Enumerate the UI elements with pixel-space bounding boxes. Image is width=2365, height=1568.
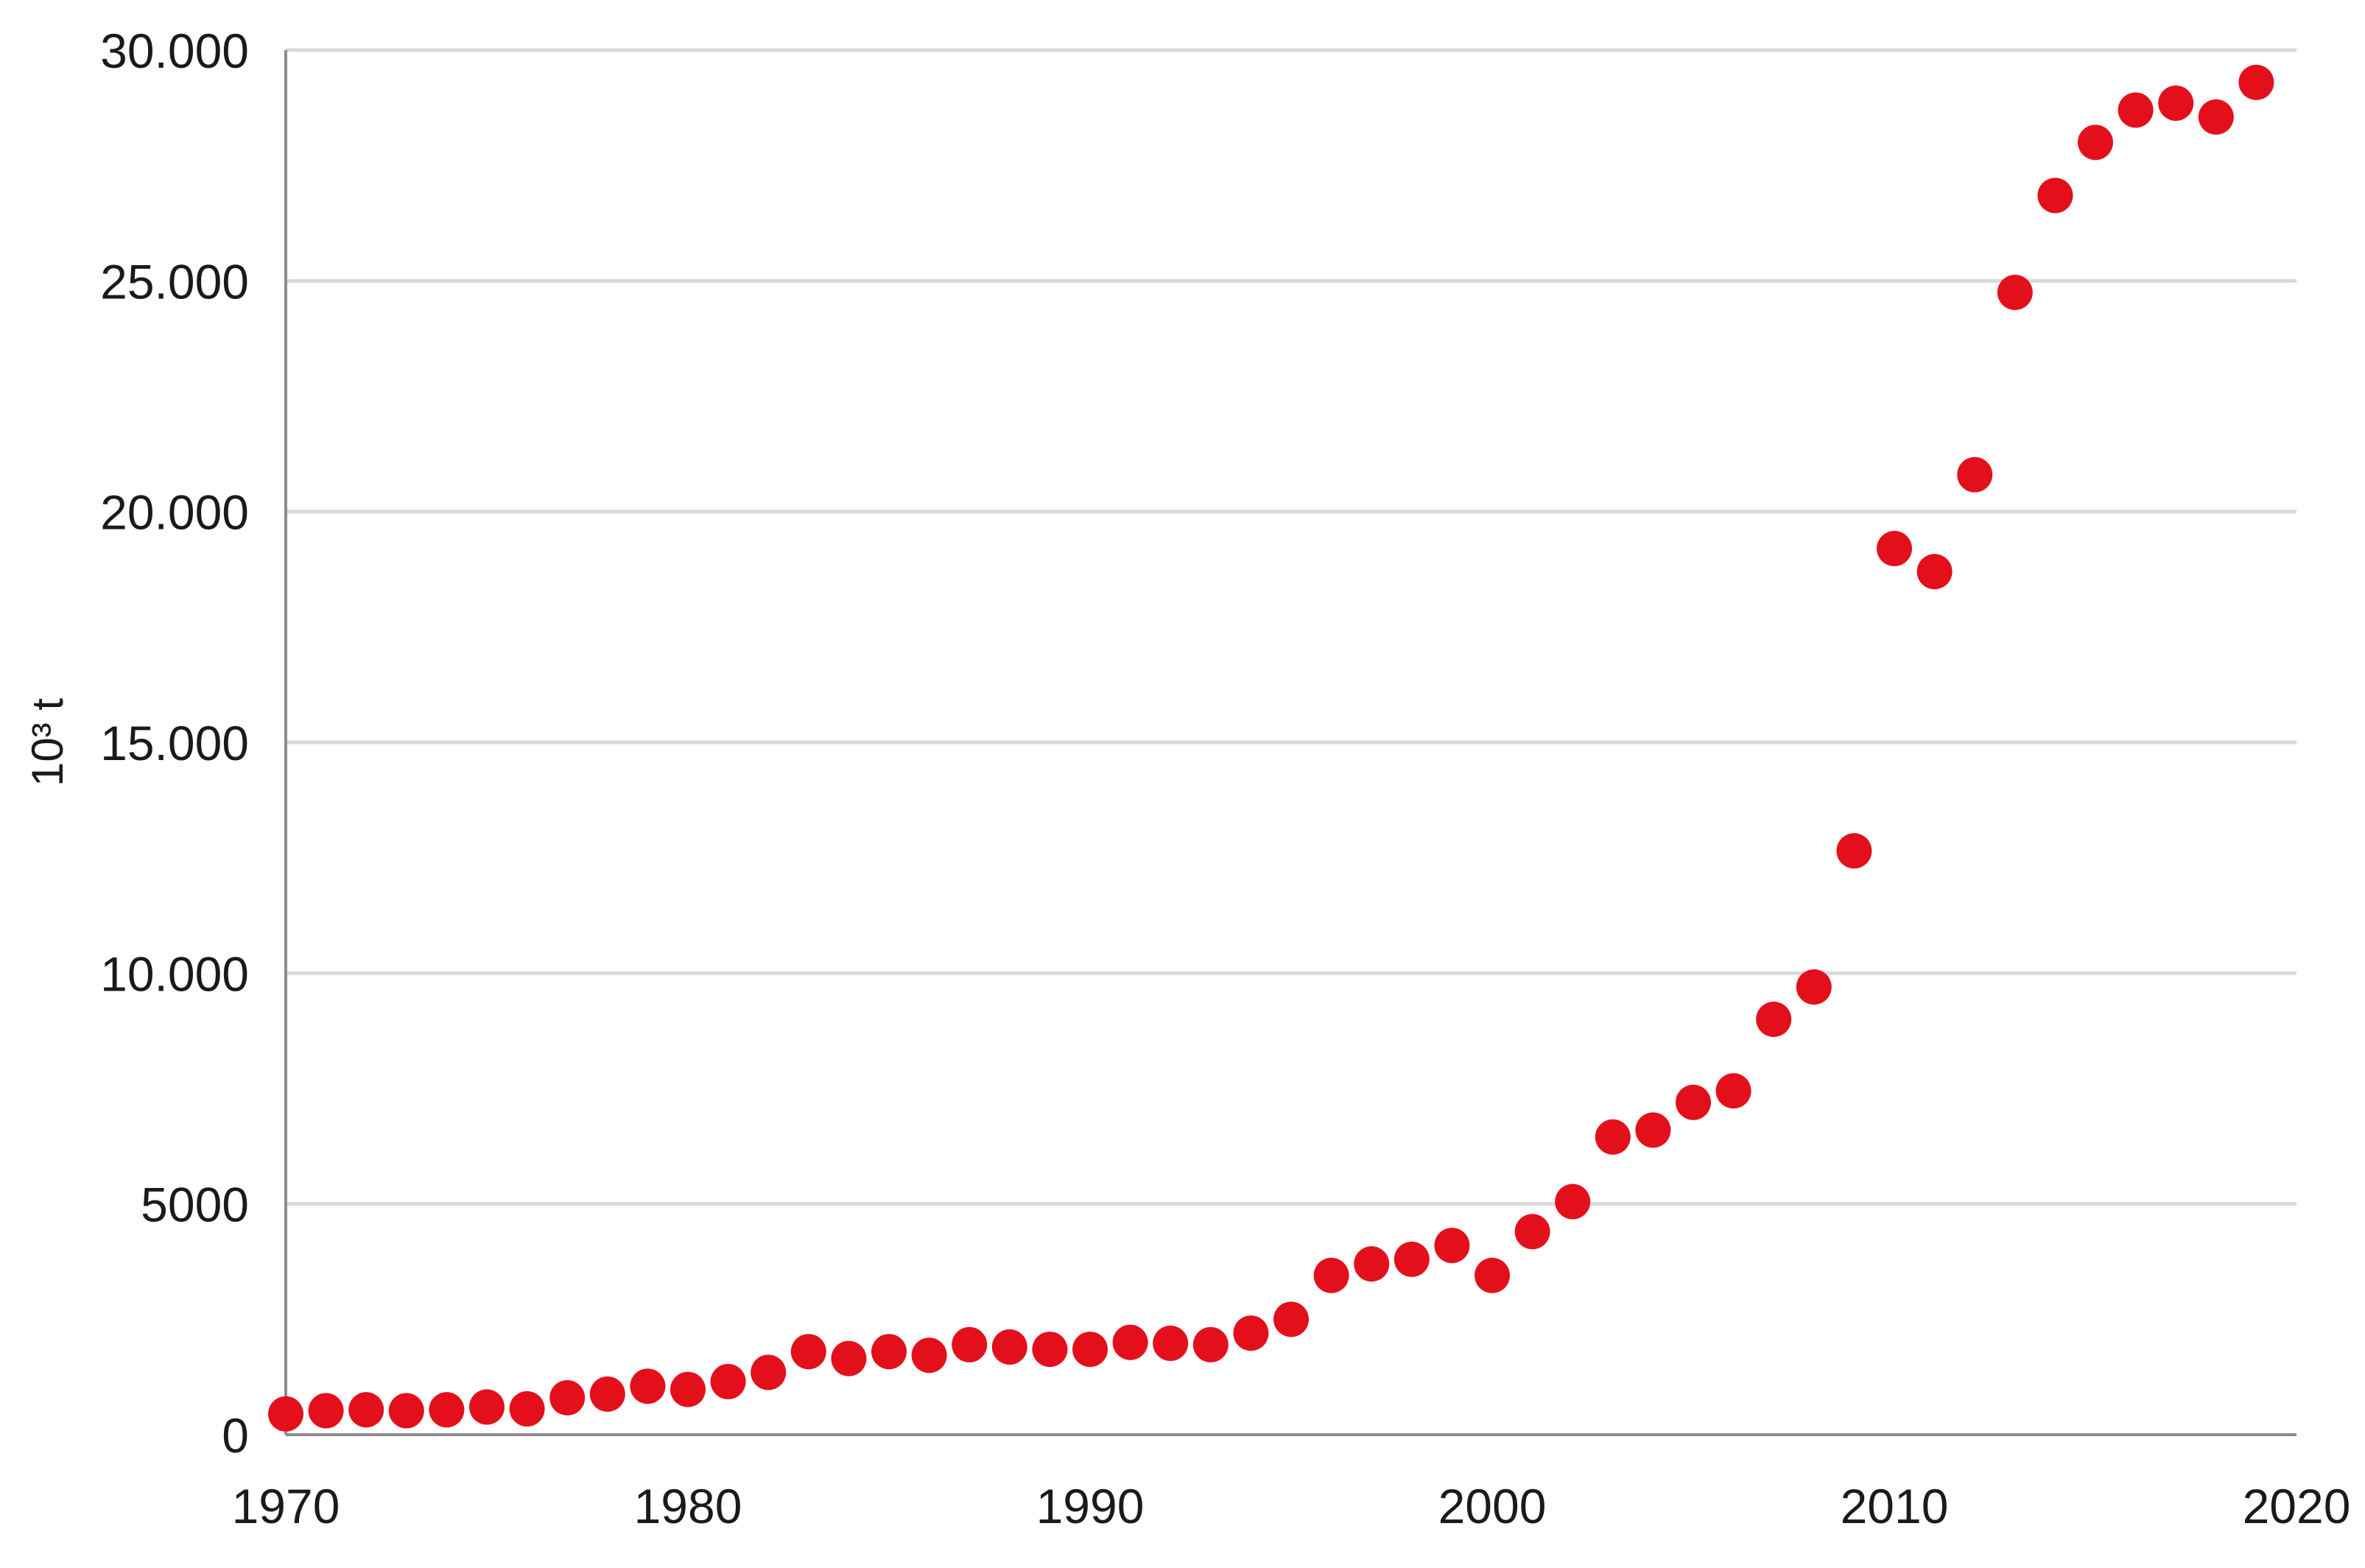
data-point [1916, 554, 1953, 590]
data-point [2037, 177, 2073, 214]
data-point [952, 1326, 988, 1363]
y-tick-label: 5000 [141, 1178, 249, 1232]
data-point [2198, 99, 2234, 135]
x-tick-label: 1970 [232, 1479, 340, 1533]
data-points [268, 64, 2274, 1432]
data-point [790, 1334, 826, 1370]
data-point [1032, 1332, 1068, 1368]
data-point [1756, 1002, 1792, 1037]
y-tick-labels: 0 5000 10.000 15.000 20.000 25.000 30.000 [100, 24, 249, 1463]
data-point [1112, 1324, 1148, 1360]
data-point [1072, 1332, 1108, 1368]
data-point [1514, 1214, 1550, 1250]
data-point [1836, 833, 1872, 869]
x-tick-label: 2010 [1841, 1479, 1949, 1533]
data-point [871, 1334, 907, 1370]
x-tick-label: 2000 [1438, 1479, 1547, 1533]
gridlines [286, 48, 2297, 1206]
data-point [429, 1392, 465, 1428]
x-tick-labels: 1970 1980 1990 2000 2010 2020 [232, 1479, 2351, 1533]
data-point [268, 1396, 303, 1432]
x-tick-label: 2020 [2243, 1479, 2351, 1533]
y-tick-label: 25.000 [100, 254, 249, 309]
data-point [1354, 1246, 1390, 1282]
y-tick-label: 15.000 [100, 716, 249, 770]
data-point [2118, 92, 2154, 128]
data-point [1233, 1315, 1269, 1351]
y-tick-label: 20.000 [100, 485, 249, 540]
data-point [1313, 1257, 1349, 1293]
data-point [2078, 124, 2113, 161]
data-point [710, 1363, 746, 1399]
data-point [991, 1329, 1027, 1365]
y-tick-label: 0 [222, 1408, 249, 1463]
data-point [1595, 1119, 1631, 1155]
data-point [2238, 64, 2274, 100]
data-point [388, 1393, 424, 1429]
data-point [1192, 1326, 1229, 1363]
data-point [589, 1376, 625, 1412]
data-point [1434, 1228, 1470, 1264]
data-point [1877, 530, 1912, 566]
data-point [1676, 1084, 1711, 1120]
data-point [1796, 969, 1832, 1005]
data-point [1957, 457, 1993, 493]
data-point [469, 1389, 505, 1425]
data-point [308, 1393, 344, 1429]
y-tick-label: 30.000 [100, 24, 249, 78]
data-point [670, 1371, 706, 1407]
data-point [1153, 1325, 1189, 1361]
y-axis-label: 10³ t [23, 698, 72, 787]
x-tick-label: 1990 [1036, 1479, 1145, 1533]
data-point [549, 1379, 586, 1416]
data-point [509, 1391, 545, 1427]
data-point [1273, 1301, 1309, 1337]
data-point [1635, 1112, 1671, 1148]
data-point [1997, 275, 2033, 310]
data-point [1715, 1073, 1751, 1109]
data-point [751, 1354, 787, 1391]
data-point [911, 1337, 947, 1374]
data-point [348, 1392, 384, 1428]
y-tick-label: 10.000 [100, 946, 249, 1001]
x-tick-label: 1980 [634, 1479, 742, 1533]
data-point [1475, 1257, 1510, 1293]
data-point [630, 1368, 666, 1404]
data-point [1394, 1241, 1430, 1277]
data-point [1555, 1184, 1591, 1220]
data-point [2158, 85, 2194, 122]
data-point [831, 1340, 867, 1377]
